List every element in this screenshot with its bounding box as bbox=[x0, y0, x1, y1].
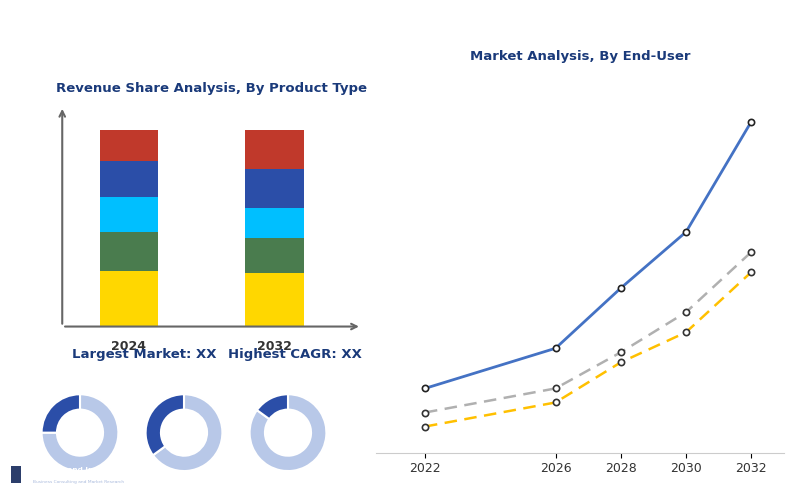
Bar bbox=[100, 197, 158, 232]
Text: Highest CAGR: XX: Highest CAGR: XX bbox=[228, 348, 362, 361]
Wedge shape bbox=[250, 394, 326, 471]
Bar bbox=[246, 169, 303, 209]
Text: 2024: 2024 bbox=[111, 340, 146, 353]
Wedge shape bbox=[153, 394, 222, 471]
Bar bbox=[100, 232, 158, 272]
Bar bbox=[246, 238, 303, 274]
Bar bbox=[10, 466, 21, 483]
Text: Revenue Share Analysis, By Product Type: Revenue Share Analysis, By Product Type bbox=[56, 82, 367, 95]
Bar bbox=[100, 130, 158, 161]
Text: Largest Market: XX: Largest Market: XX bbox=[72, 348, 216, 361]
Text: 2032: 2032 bbox=[257, 340, 292, 353]
Wedge shape bbox=[42, 394, 80, 432]
Bar bbox=[6, 463, 24, 486]
Bar bbox=[246, 274, 303, 327]
Wedge shape bbox=[146, 394, 184, 455]
Wedge shape bbox=[257, 394, 288, 419]
Bar bbox=[246, 209, 303, 238]
Bar bbox=[246, 130, 303, 169]
Title: Market Analysis, By End-User: Market Analysis, By End-User bbox=[470, 50, 690, 63]
Wedge shape bbox=[42, 394, 118, 471]
Text: GLOBAL CELL CULTURE MONITORING BIOSENSOR MARKET SEGMENT ANALYSIS: GLOBAL CELL CULTURE MONITORING BIOSENSOR… bbox=[10, 21, 622, 35]
Bar bbox=[100, 161, 158, 197]
Text: Reports and Insights: Reports and Insights bbox=[34, 466, 119, 473]
Bar bbox=[100, 272, 158, 327]
Text: Business Consulting and Market Research: Business Consulting and Market Research bbox=[34, 480, 125, 484]
